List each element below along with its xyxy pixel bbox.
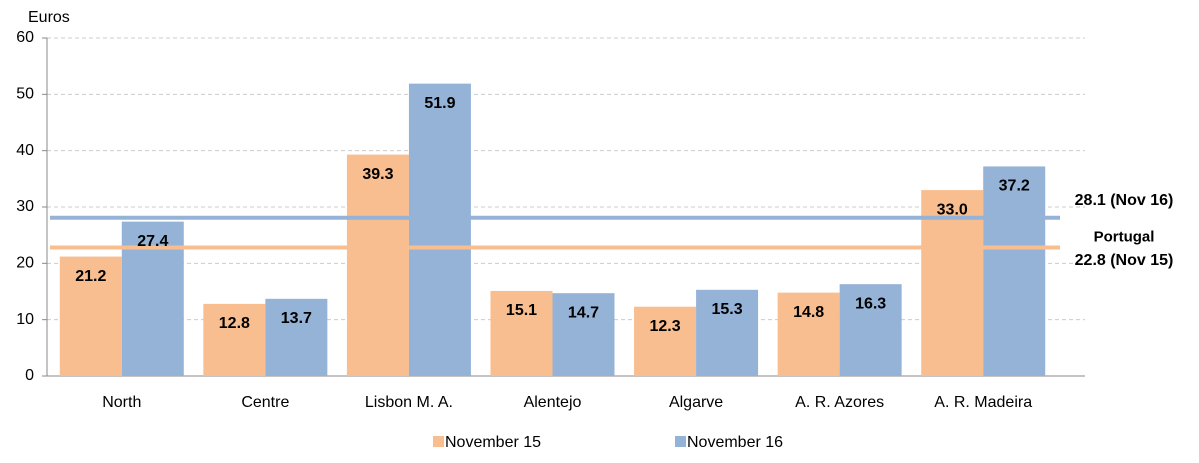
y-tick-label: 20	[16, 255, 34, 272]
bar	[59, 256, 122, 376]
x-tick-label: Centre	[241, 394, 289, 411]
bar	[408, 83, 471, 376]
bar	[634, 306, 697, 376]
x-tick-label: A. R. Azores	[795, 394, 884, 411]
value-label: 21.2	[75, 268, 106, 285]
legend-label: November 16	[687, 434, 783, 451]
legend-label: November 15	[445, 434, 541, 451]
value-label: 13.7	[281, 310, 312, 327]
value-label: 15.1	[506, 302, 537, 319]
y-tick-label: 0	[25, 367, 34, 384]
bar	[777, 292, 840, 376]
y-axis-label: Euros	[28, 9, 70, 26]
bar	[696, 289, 759, 376]
value-label: 15.3	[712, 301, 743, 318]
bar	[490, 290, 553, 376]
bar	[983, 166, 1046, 376]
reference-label: 28.1 (Nov 16)	[1075, 192, 1174, 209]
reference-annotation: Portugal	[1094, 229, 1155, 246]
y-tick-label: 10	[16, 311, 34, 328]
value-label: 39.3	[362, 166, 393, 183]
bar	[346, 154, 409, 376]
y-tick-label: 30	[16, 198, 34, 215]
x-tick-label: A. R. Madeira	[934, 394, 1032, 411]
value-label: 16.3	[855, 295, 886, 312]
legend-swatch	[433, 436, 444, 447]
value-label: 14.8	[793, 304, 824, 321]
y-tick-label: 50	[16, 86, 34, 103]
value-label: 51.9	[424, 95, 455, 112]
bar	[203, 303, 266, 376]
value-label: 12.3	[650, 318, 681, 335]
x-tick-label: Alentejo	[524, 394, 582, 411]
y-tick-label: 40	[16, 142, 34, 159]
value-label: 37.2	[999, 178, 1030, 195]
bar	[552, 293, 615, 376]
legend-swatch	[675, 436, 686, 447]
bar	[265, 298, 328, 376]
value-label: 33.0	[937, 201, 968, 218]
value-label: 27.4	[137, 233, 168, 250]
reference-label: 22.8 (Nov 15)	[1075, 252, 1174, 269]
x-tick-label: North	[102, 394, 141, 411]
x-tick-label: Lisbon M. A.	[365, 394, 453, 411]
value-label: 12.8	[219, 315, 250, 332]
y-tick-label: 60	[16, 29, 34, 46]
value-label: 14.7	[568, 304, 599, 321]
x-tick-label: Algarve	[669, 394, 723, 411]
bar	[921, 190, 984, 376]
bar	[839, 284, 902, 376]
